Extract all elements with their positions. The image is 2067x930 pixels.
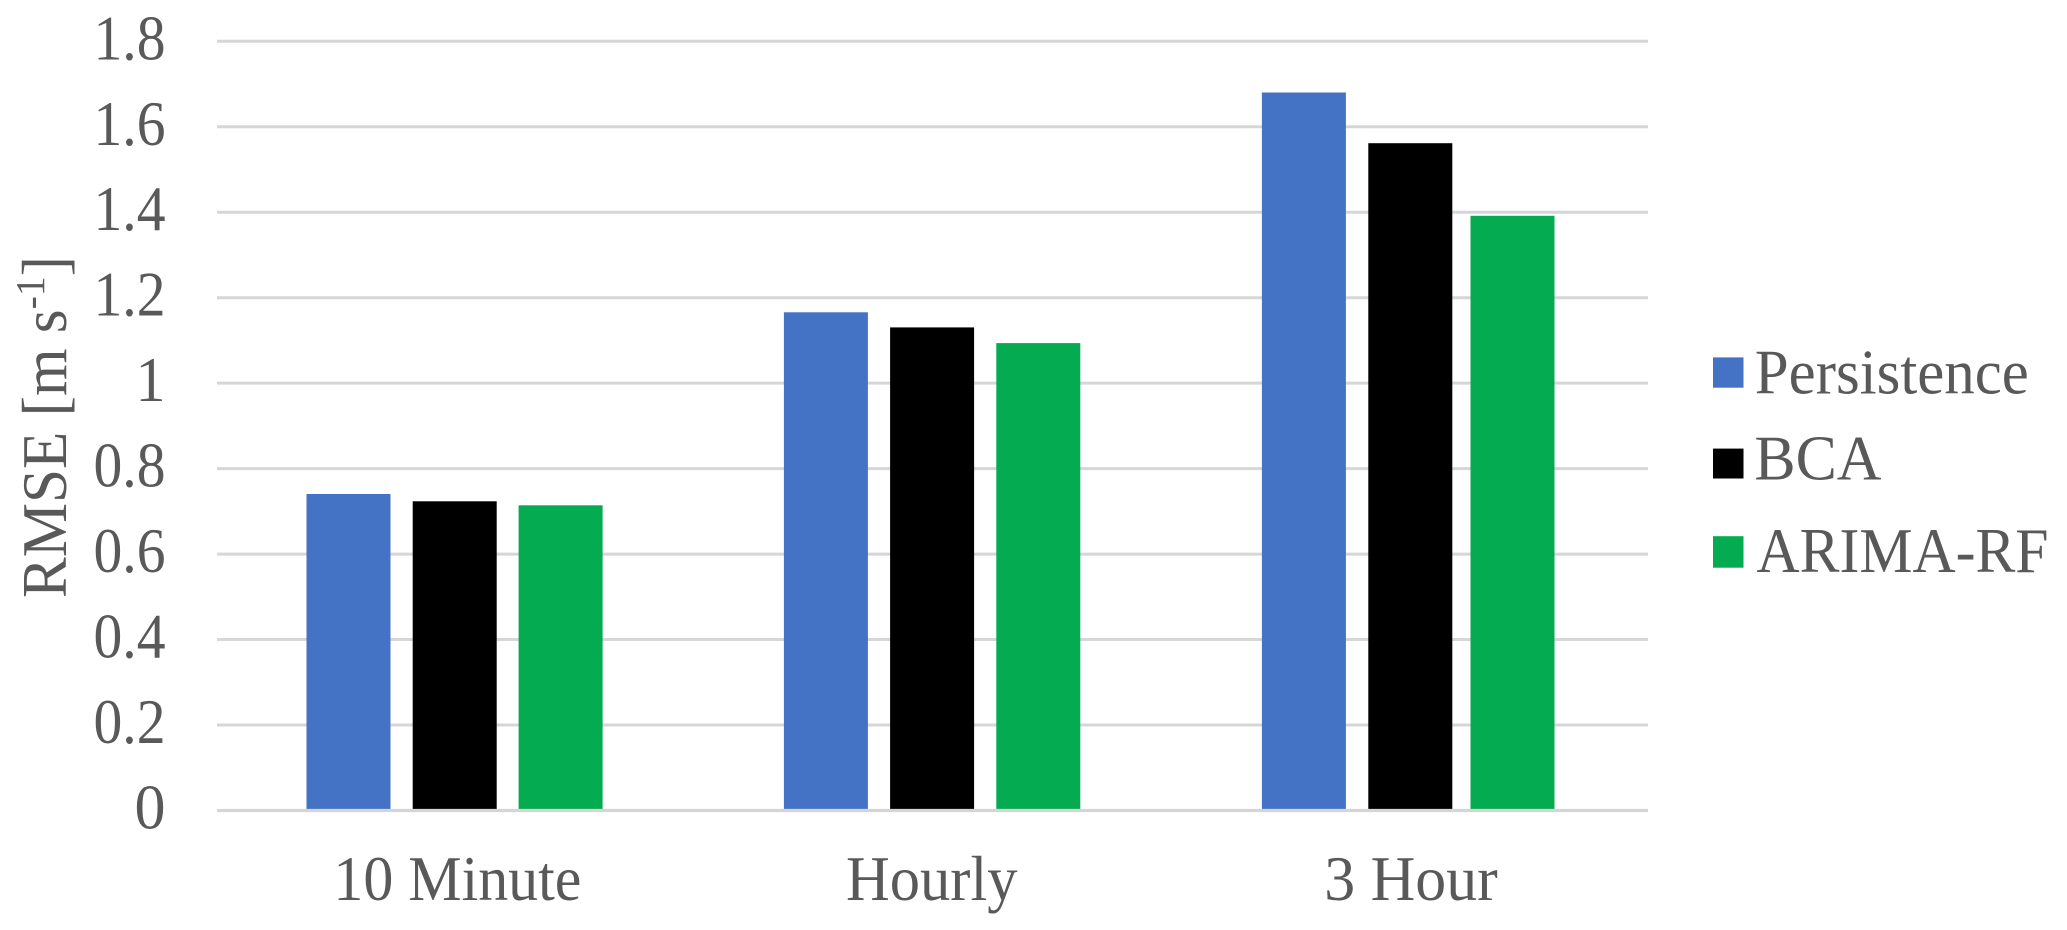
svg-text:RMSE [m s-1]: RMSE [m s-1]	[7, 256, 80, 598]
svg-text:ARIMA-RF: ARIMA-RF	[1757, 515, 2049, 586]
svg-text:1.2: 1.2	[94, 259, 166, 330]
svg-text:1.6: 1.6	[94, 88, 166, 159]
svg-text:0.6: 0.6	[94, 515, 166, 586]
svg-text:Hourly: Hourly	[846, 843, 1018, 914]
svg-text:3 Hour: 3 Hour	[1324, 843, 1498, 914]
svg-text:0.2: 0.2	[94, 686, 166, 757]
svg-text:10 Minute: 10 Minute	[333, 843, 581, 914]
svg-text:1.4: 1.4	[94, 173, 166, 244]
svg-text:1.8: 1.8	[94, 2, 166, 73]
svg-text:0: 0	[135, 772, 166, 843]
svg-text:1: 1	[136, 344, 166, 415]
svg-text:0.8: 0.8	[94, 430, 166, 501]
svg-text:0.4: 0.4	[94, 601, 166, 672]
svg-text:Persistence: Persistence	[1755, 337, 2029, 408]
svg-text:BCA: BCA	[1754, 423, 1881, 494]
